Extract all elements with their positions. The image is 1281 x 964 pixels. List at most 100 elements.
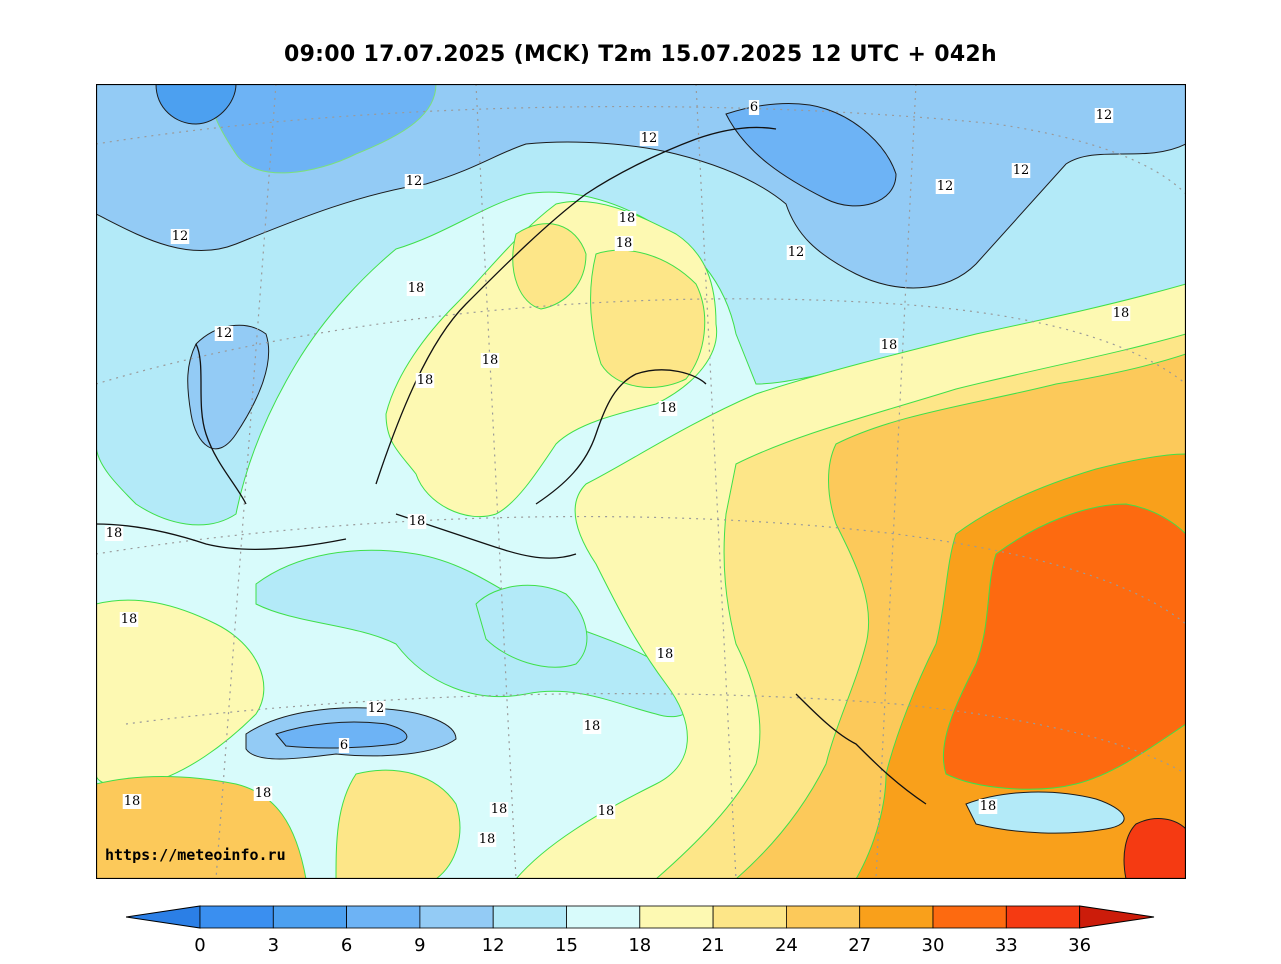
svg-text:18: 18 [1113, 306, 1130, 321]
colorbar-tick-label: 9 [414, 935, 425, 956]
contour-label-12: 12 [170, 229, 190, 244]
band-21-24-balkans [335, 769, 461, 879]
colorbar-low-extend [125, 905, 201, 929]
svg-text:12: 12 [641, 131, 658, 146]
contour-label-18: 18 [122, 794, 142, 809]
svg-text:18: 18 [598, 804, 615, 819]
svg-text:6: 6 [340, 738, 348, 753]
svg-text:18: 18 [408, 281, 425, 296]
band-30-33-east [942, 503, 1186, 790]
svg-text:18: 18 [121, 612, 138, 627]
colorbar-high-extend [1079, 905, 1155, 929]
band-21-24-sweden [512, 223, 587, 310]
colorbar-cell [346, 905, 421, 929]
svg-text:18: 18 [106, 526, 123, 541]
colorbar-tick-label: 18 [628, 935, 651, 956]
band-12-15-sea-east [965, 791, 1125, 834]
colorbar-cell [932, 905, 1007, 929]
svg-text:18: 18 [657, 647, 674, 662]
contour-label-18: 18 [879, 338, 899, 353]
svg-text:12: 12 [368, 701, 385, 716]
contour-labels: 6 12 12 12 12 12 12 12 12 12 6 18 18 18 … [104, 100, 1131, 847]
credit-link-text: https://meteoinfo.ru [105, 846, 286, 864]
svg-text:18: 18 [491, 802, 508, 817]
contour-label-18: 18 [489, 802, 509, 817]
contour-label-18: 18 [1111, 306, 1131, 321]
colorbar-cell [859, 905, 934, 929]
contour-label-18: 18 [407, 514, 427, 529]
colorbar-cell [492, 905, 567, 929]
svg-text:18: 18 [479, 832, 496, 847]
svg-text:12: 12 [406, 174, 423, 189]
colorbar-tick-label: 15 [555, 935, 578, 956]
svg-text:18: 18 [881, 338, 898, 353]
band-6-9-alps [275, 721, 408, 749]
colorbar-tick-label: 0 [194, 935, 205, 956]
band-9-12-uk [187, 324, 270, 450]
colorbar-tick-label: 3 [268, 935, 279, 956]
contour-label-12: 12 [1011, 163, 1031, 178]
svg-text:12: 12 [216, 326, 233, 341]
contour-label-18: 18 [406, 281, 426, 296]
contour-label-18: 18 [119, 612, 139, 627]
svg-text:18: 18 [660, 401, 677, 416]
svg-text:18: 18 [482, 353, 499, 368]
svg-text:18: 18 [409, 514, 426, 529]
graticule [96, 84, 1186, 879]
contour-label-18: 18 [253, 786, 273, 801]
colorbar-cell [712, 905, 787, 929]
contour-label-18: 18 [617, 211, 637, 226]
colorbar-cell [786, 905, 861, 929]
colorbar-cell [419, 905, 494, 929]
contour-label-18: 18 [477, 832, 497, 847]
svg-text:12: 12 [172, 229, 189, 244]
colorbar-cell [199, 905, 274, 929]
contour-label-18: 18 [480, 353, 500, 368]
svg-text:18: 18 [255, 786, 272, 801]
contour-label-18: 18 [596, 804, 616, 819]
contour-label-12: 12 [935, 179, 955, 194]
temperature-map: 6 12 12 12 12 12 12 12 12 12 6 18 18 18 … [96, 84, 1186, 879]
svg-text:18: 18 [619, 211, 636, 226]
contour-label-12: 12 [404, 174, 424, 189]
svg-text:18: 18 [417, 373, 434, 388]
colorbar: 0 3 6 9 12 15 18 21 24 27 30 33 36 [125, 904, 1156, 960]
contour-label-18: 18 [614, 236, 634, 251]
contour-label-12: 12 [1094, 108, 1114, 123]
band-24-27-south [96, 776, 307, 879]
map-title: 09:00 17.07.2025 (MCK) T2m 15.07.2025 12… [283, 42, 998, 67]
contour-label-18: 18 [658, 401, 678, 416]
contour-label-12: 12 [786, 245, 806, 260]
svg-text:18: 18 [124, 794, 141, 809]
contour-label-6: 6 [338, 738, 350, 753]
svg-text:12: 12 [1013, 163, 1030, 178]
contour-label-12: 12 [214, 326, 234, 341]
contour-label-18: 18 [415, 373, 435, 388]
svg-text:12: 12 [937, 179, 954, 194]
colorbar-tick-label: 36 [1068, 935, 1091, 956]
svg-text:18: 18 [616, 236, 633, 251]
svg-text:12: 12 [1096, 108, 1113, 123]
band-3-6-arctic [155, 84, 237, 125]
colorbar-tick-label: 30 [922, 935, 945, 956]
contour-label-6: 6 [748, 100, 760, 115]
svg-text:18: 18 [584, 719, 601, 734]
contour-label-18: 18 [582, 719, 602, 734]
colorbar-cell [272, 905, 348, 929]
svg-text:12: 12 [788, 245, 805, 260]
colorbar-tick-label: 12 [482, 935, 505, 956]
band-6-9-barents [725, 103, 897, 207]
colorbar-cell [639, 905, 714, 929]
svg-text:6: 6 [750, 100, 758, 115]
colorbar-tick-label: 27 [848, 935, 871, 956]
band-21-24-finland [590, 249, 706, 388]
band-6-9-north [211, 84, 437, 174]
colorbar-tick-label: 24 [775, 935, 798, 956]
colorbar-tick-label: 33 [995, 935, 1018, 956]
contour-label-18: 18 [655, 647, 675, 662]
colorbar-cell [1005, 905, 1080, 929]
colorbar-tick-label: 6 [341, 935, 352, 956]
band-33-36-hotspot [1123, 818, 1186, 879]
band-12-15-baltic [475, 584, 588, 668]
svg-text:18: 18 [980, 799, 997, 814]
